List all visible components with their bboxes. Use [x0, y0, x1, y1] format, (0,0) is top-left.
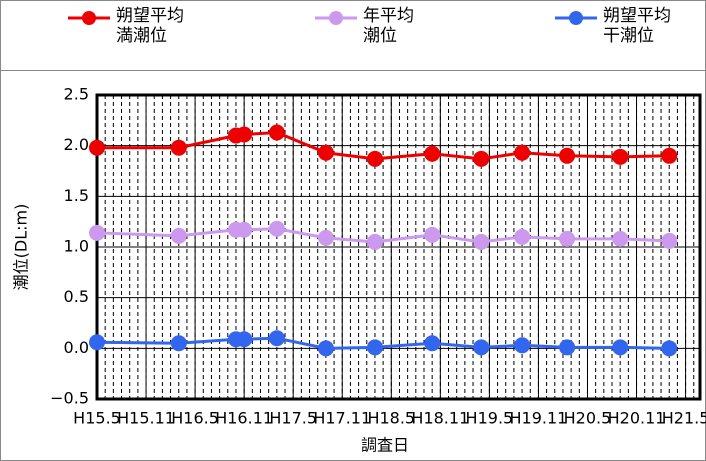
data-point [170, 335, 187, 352]
data-point [514, 337, 531, 354]
y-tick-label: 0.5 [64, 287, 89, 306]
data-point [559, 147, 576, 164]
x-tick-label: H15.11 [117, 409, 175, 428]
y-tick-label: 1.0 [64, 237, 89, 256]
x-tick-label: H16.11 [215, 409, 273, 428]
data-point [89, 224, 105, 241]
data-point [317, 340, 334, 357]
data-point [268, 124, 285, 141]
x-tick-label: H19.5 [466, 409, 514, 428]
data-point [559, 339, 576, 356]
data-point [473, 233, 490, 250]
y-tick-label: −0.5 [50, 389, 89, 408]
plot-border [95, 93, 702, 401]
data-point [89, 139, 105, 156]
data-point [367, 233, 384, 250]
legend-label: 朔望平均 干潮位 [603, 6, 671, 46]
data-point [236, 221, 253, 238]
data-point [661, 147, 678, 164]
data-point [268, 330, 285, 347]
x-tick-label: H19.11 [510, 409, 568, 428]
data-point [559, 230, 576, 247]
legend-label: 年平均 潮位 [363, 6, 414, 46]
data-point [170, 139, 187, 156]
x-tick-label: H17.5 [269, 409, 317, 428]
data-point [424, 226, 441, 243]
y-tick-label: 2.0 [64, 135, 89, 154]
data-point [514, 228, 531, 245]
x-tick-label: H16.5 [171, 409, 219, 428]
data-point [661, 340, 678, 357]
x-tick-label: H20.11 [608, 409, 666, 428]
data-point [424, 145, 441, 162]
y-tick-label: 2.5 [64, 85, 89, 104]
data-point [367, 339, 384, 356]
data-point [170, 227, 187, 244]
y-tick-label: 1.5 [64, 186, 89, 205]
data-point [661, 232, 678, 249]
data-point [612, 148, 629, 165]
x-tick-label: H17.11 [313, 409, 371, 428]
data-point [612, 339, 629, 356]
data-point [317, 144, 334, 161]
legend-marker [569, 11, 583, 25]
x-tick-label: H18.11 [411, 409, 469, 428]
data-point [89, 334, 105, 351]
data-point [473, 339, 490, 356]
data-point [367, 150, 384, 167]
y-tick-label: 0.0 [64, 338, 89, 357]
data-point [473, 150, 490, 167]
x-tick-label: H18.5 [367, 409, 415, 428]
x-tick-label: H15.5 [73, 409, 121, 428]
data-point [268, 220, 285, 237]
legend-marker [82, 11, 96, 25]
data-point [236, 126, 253, 143]
x-axis-label: 調査日 [361, 436, 409, 455]
data-point [236, 331, 253, 348]
legend-label: 朔望平均 満潮位 [116, 6, 184, 46]
x-tick-label: H21.5 [662, 409, 706, 428]
legend-marker [329, 11, 343, 25]
data-point [424, 335, 441, 352]
data-point [612, 230, 629, 247]
x-tick-label: H20.5 [564, 409, 612, 428]
data-point [514, 144, 531, 161]
data-point [317, 229, 334, 246]
y-axis-label: 潮位(DL:m) [12, 204, 31, 291]
